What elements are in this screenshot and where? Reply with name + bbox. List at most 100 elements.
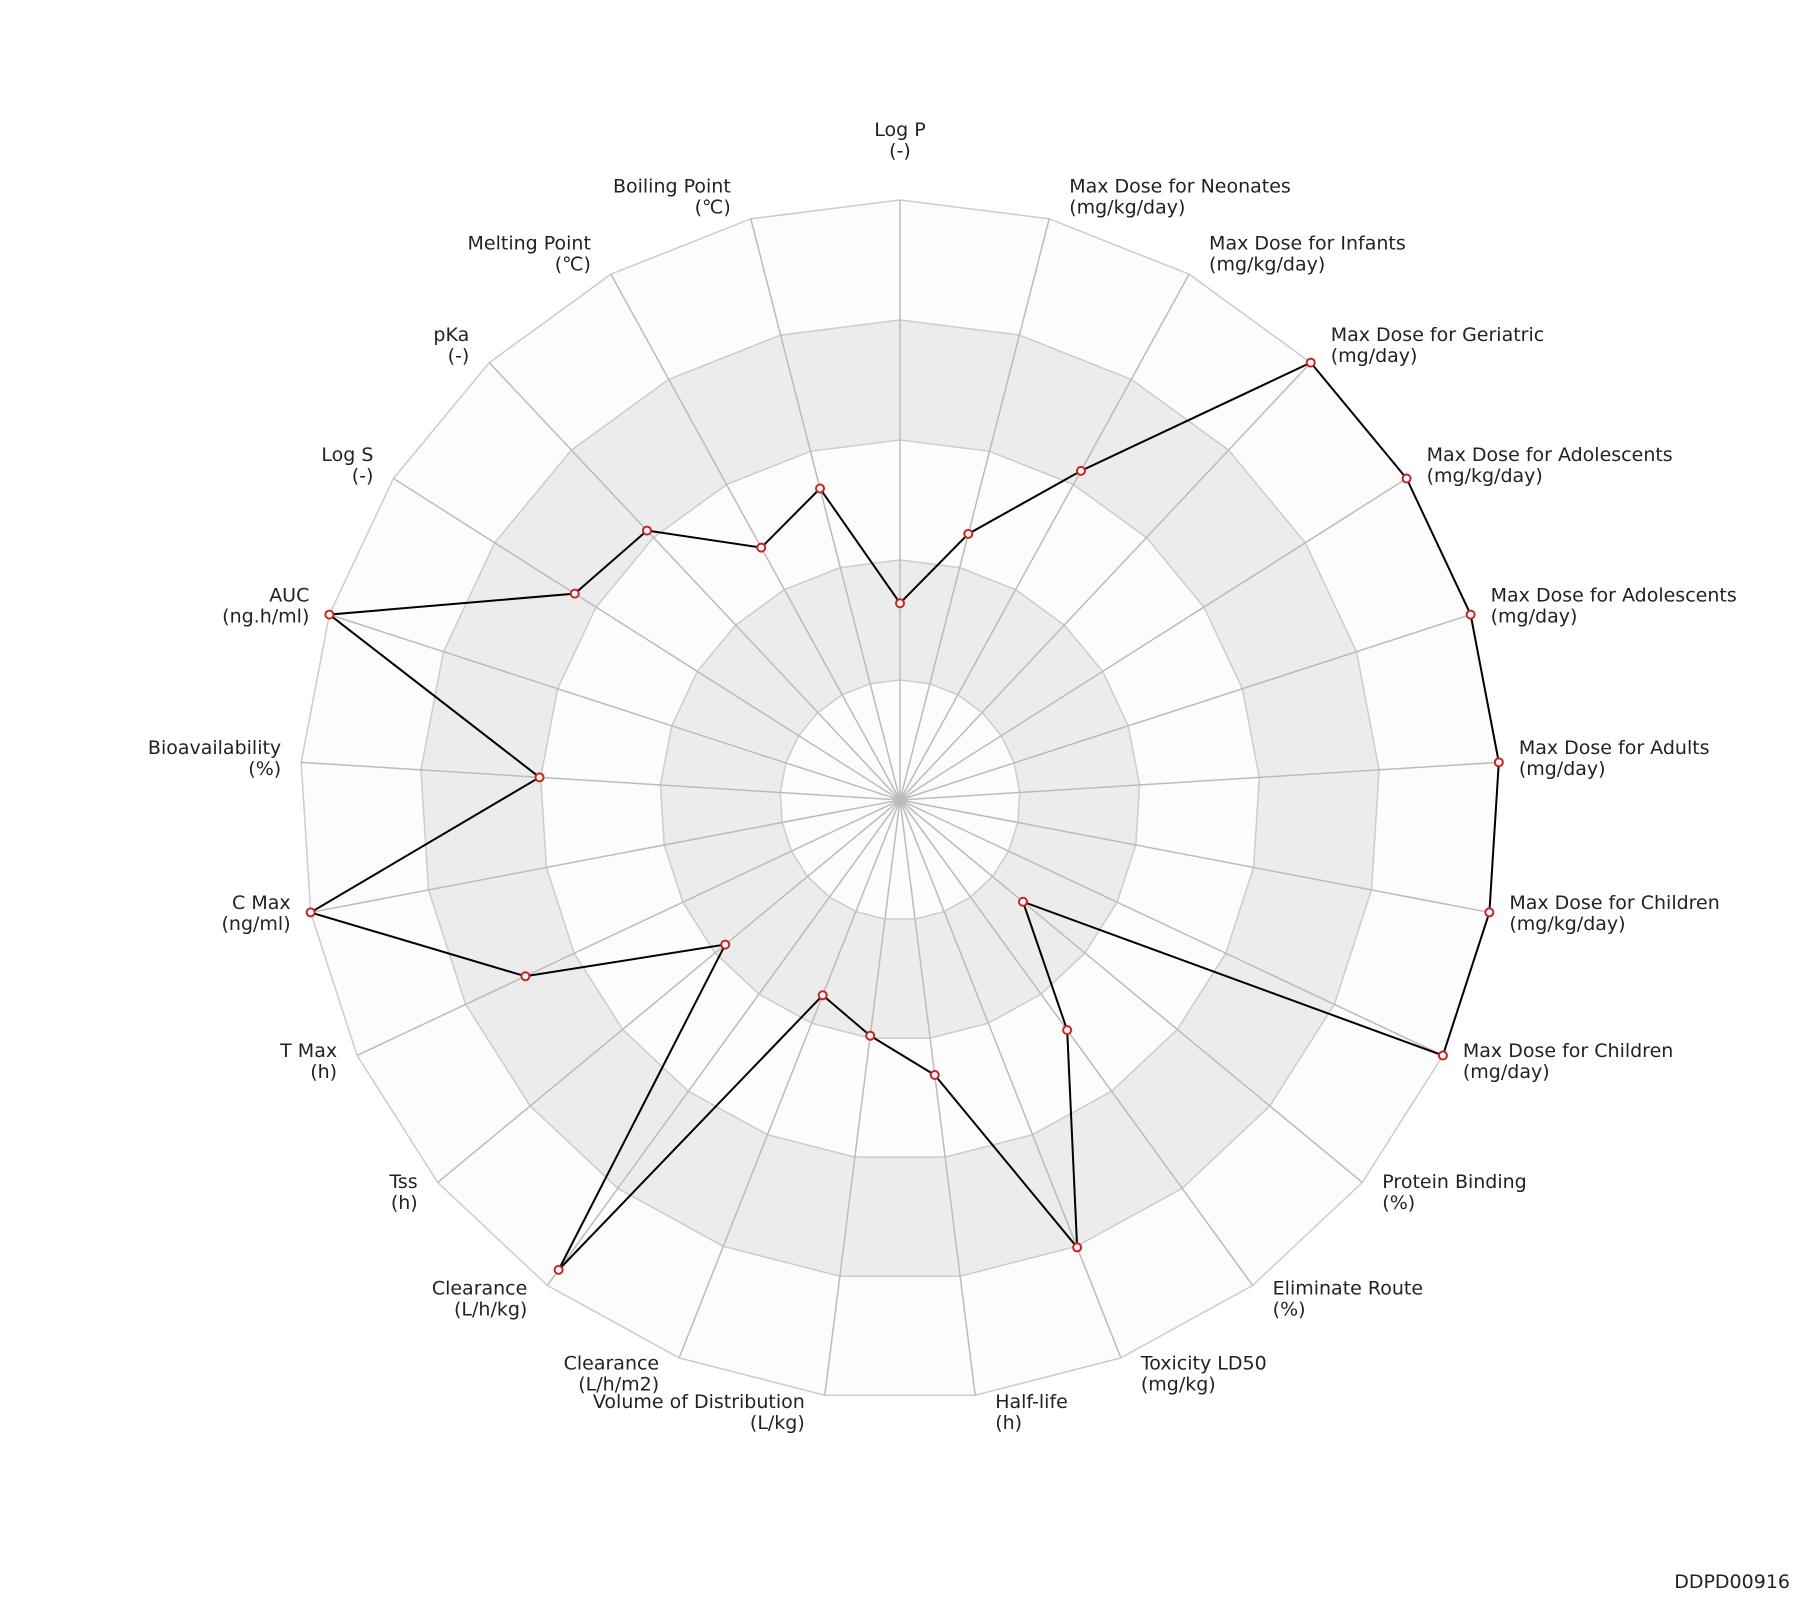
spoke: [488, 362, 901, 801]
data-point: [553, 1264, 564, 1275]
spoke: [437, 799, 901, 1184]
data-point: [1017, 896, 1028, 907]
axis-label: Max Dose for Adults: [1519, 737, 1710, 759]
spoke: [356, 799, 901, 1057]
axis-label: pKa: [433, 324, 469, 346]
axis-label: AUC: [269, 584, 309, 606]
data-point: [305, 907, 316, 918]
spoke: [899, 218, 1050, 801]
axis-unit: (mg/day): [1491, 605, 1578, 627]
data-point: [641, 525, 652, 536]
axis-unit: (ng.h/ml): [222, 605, 309, 627]
spoke: [899, 799, 1254, 1286]
data-point: [720, 939, 731, 950]
axis-label: Max Dose for Adolescents: [1427, 444, 1673, 466]
data-point: [1484, 907, 1495, 918]
axis-unit: (mg/kg/day): [1427, 465, 1543, 487]
axis-label: Toxicity LD50: [1140, 1352, 1267, 1374]
page-id: DDPD00916: [1674, 1571, 1790, 1593]
spoke: [899, 799, 976, 1396]
axis-label: Max Dose for Neonates: [1069, 175, 1291, 197]
axis-unit: (mg/day): [1463, 1061, 1550, 1083]
axis-label: C Max: [232, 892, 291, 914]
axis-unit: (%): [248, 758, 281, 780]
axis-label: Max Dose for Children: [1509, 892, 1719, 914]
spoke: [899, 799, 1363, 1184]
axis-unit: (ng/ml): [222, 913, 291, 935]
axis-unit: (mg/day): [1519, 758, 1606, 780]
axis-label: T Max: [279, 1040, 337, 1062]
axis-label: Log S: [321, 444, 373, 466]
spoke: [899, 273, 1190, 801]
data-point: [520, 971, 531, 982]
spoke: [329, 613, 901, 801]
spoke: [824, 799, 901, 1396]
axis-unit: (h): [995, 1412, 1022, 1434]
spoke: [899, 613, 1471, 801]
axis-label: Boiling Point: [613, 175, 731, 197]
spoke: [899, 799, 1444, 1057]
axis-label: Clearance: [432, 1278, 528, 1300]
axis-unit: (mg/kg/day): [1209, 254, 1325, 276]
data-point: [1401, 473, 1412, 484]
data-point: [817, 990, 828, 1001]
axis-unit: (-): [448, 345, 470, 367]
spoke: [899, 761, 1499, 801]
data-point: [1062, 1025, 1073, 1036]
axis-label: Bioavailability: [148, 737, 281, 759]
axis-unit: (-): [889, 140, 911, 162]
data-point: [1437, 1050, 1448, 1061]
axis-label: Max Dose for Adolescents: [1491, 584, 1737, 606]
spoke: [546, 799, 901, 1286]
data-point: [324, 609, 335, 620]
axis-label: Volume of Distribution: [593, 1391, 805, 1413]
data-point: [929, 1070, 940, 1081]
axis-label: Half-life: [995, 1391, 1068, 1413]
axis-label: Protein Binding: [1382, 1171, 1526, 1193]
data-point: [1305, 357, 1316, 368]
spoke: [899, 477, 1407, 801]
data-point: [534, 772, 545, 783]
axis-unit: (h): [391, 1192, 418, 1214]
spoke: [393, 477, 901, 801]
axis-label: Melting Point: [468, 233, 591, 255]
axis-unit: (-): [352, 465, 374, 487]
axis-unit: (L/h/m2): [578, 1373, 659, 1395]
axis-unit: (mg/kg/day): [1069, 196, 1185, 218]
data-point: [1072, 1242, 1083, 1253]
data-point: [1075, 465, 1086, 476]
axis-unit: (mg/day): [1331, 345, 1418, 367]
axis-unit: (℃): [555, 254, 591, 276]
data-point: [756, 542, 767, 553]
spoke: [301, 761, 901, 801]
axis-label: Tss: [388, 1171, 417, 1193]
data-point: [569, 588, 580, 599]
axis-unit: (%): [1273, 1299, 1306, 1321]
data-point: [1493, 757, 1504, 768]
series-line: [308, 361, 1500, 1271]
axis-label: Max Dose for Children: [1463, 1040, 1673, 1062]
axis-unit: (mg/kg/day): [1509, 913, 1625, 935]
axis-label: Eliminate Route: [1273, 1278, 1423, 1300]
axis-label: Clearance: [564, 1352, 660, 1374]
axis-unit: (L/kg): [750, 1412, 805, 1434]
spoke: [750, 218, 901, 801]
spoke: [678, 799, 901, 1359]
axis-unit: (%): [1382, 1192, 1415, 1214]
data-point: [1465, 609, 1476, 620]
axis-unit: (℃): [695, 196, 731, 218]
data-point: [815, 483, 826, 494]
axis-unit: (mg/kg): [1141, 1373, 1216, 1395]
spoke: [899, 799, 1490, 914]
axis-unit: (L/h/kg): [454, 1299, 527, 1321]
spoke: [899, 362, 1312, 801]
data-point: [865, 1030, 876, 1041]
spoke: [899, 799, 1122, 1359]
axis-label: Log P: [874, 119, 925, 141]
spoke: [310, 799, 901, 914]
axis-unit: (h): [310, 1061, 337, 1083]
spoke: [610, 273, 901, 801]
axis-label: Max Dose for Infants: [1209, 233, 1406, 255]
axis-label: Max Dose for Geriatric: [1331, 324, 1545, 346]
